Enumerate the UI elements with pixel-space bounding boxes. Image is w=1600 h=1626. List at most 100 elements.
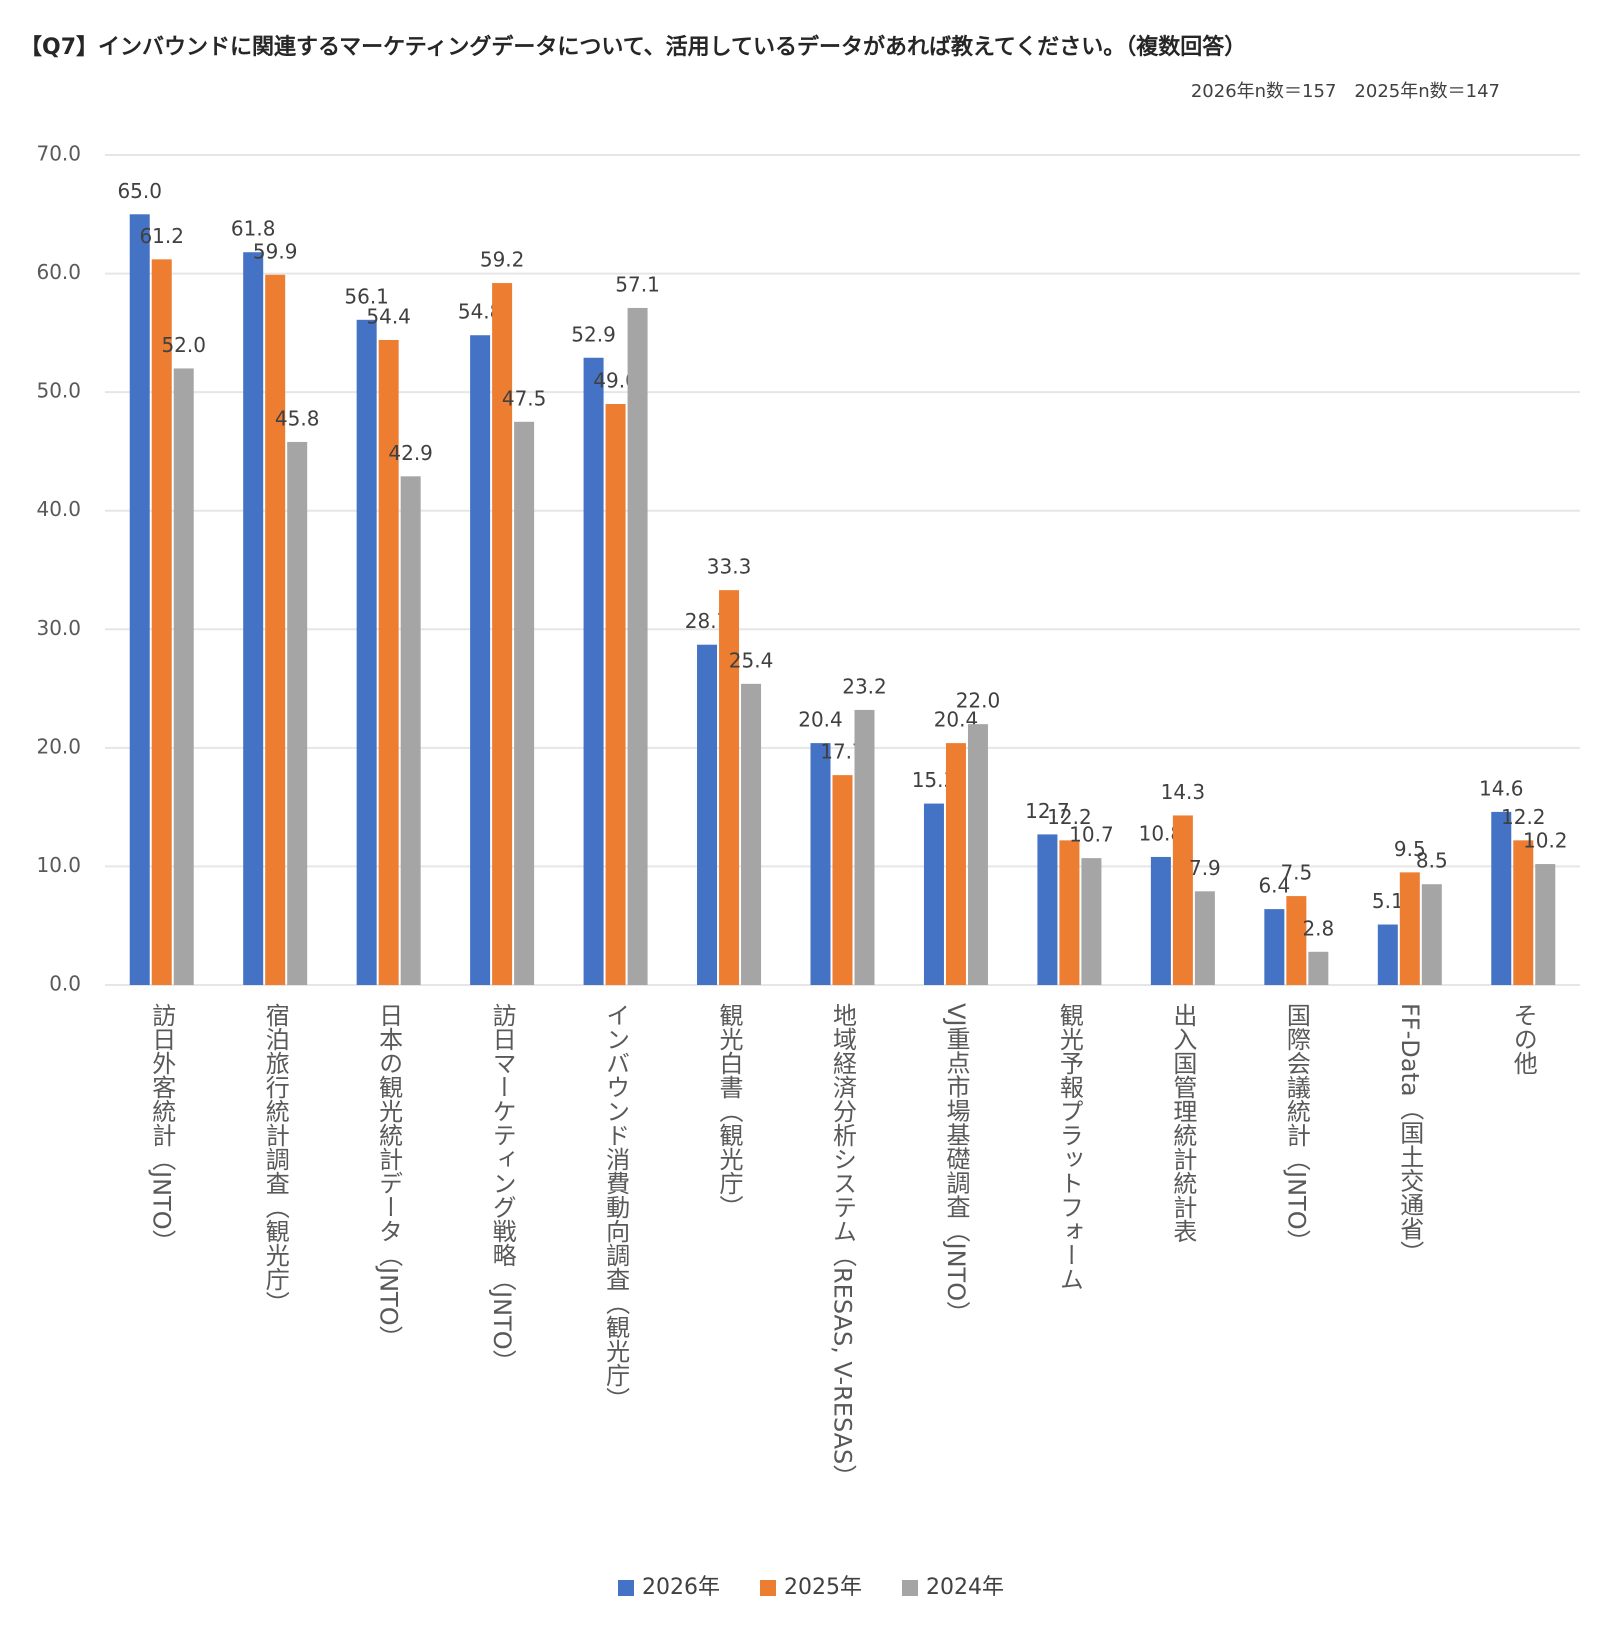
value-label: 56.1	[344, 284, 389, 308]
bar	[697, 644, 718, 985]
x-tick-label: その他	[1509, 1003, 1537, 1075]
x-tick-label: 国際会議統計（JNTO）	[1282, 1003, 1310, 1254]
y-tick-label: 50.0	[36, 379, 81, 403]
legend-swatch	[902, 1580, 918, 1596]
bar	[514, 421, 535, 985]
bar	[492, 283, 513, 985]
value-label: 42.9	[388, 441, 433, 465]
legend-label: 2024年	[926, 1575, 1004, 1600]
value-label: 57.1	[615, 272, 660, 296]
x-tick-label: 観光白書（観光庁）	[715, 1003, 743, 1219]
bar	[1194, 891, 1215, 985]
bar	[1513, 840, 1534, 985]
value-label: 45.8	[275, 406, 320, 430]
x-tick-label: 宿泊旅行統計調査（観光庁）	[261, 1003, 289, 1315]
value-label: 65.0	[117, 179, 162, 203]
chart-subtitle: 2026年n数＝157 2025年n数＝147	[1191, 81, 1500, 102]
bar	[627, 307, 648, 985]
value-label: 61.2	[139, 224, 184, 248]
value-label: 10.2	[1523, 829, 1568, 853]
bar	[1037, 834, 1058, 985]
legend-label: 2026年	[642, 1575, 720, 1600]
bar	[1172, 815, 1193, 985]
value-label: 52.0	[161, 333, 206, 357]
value-label: 61.8	[231, 217, 276, 241]
value-label: 8.5	[1416, 849, 1448, 873]
bar	[287, 441, 308, 985]
bar	[583, 357, 604, 985]
y-tick-label: 20.0	[36, 734, 81, 758]
x-tick-label: 訪日外客統計（JNTO）	[148, 1003, 176, 1254]
y-tick-label: 60.0	[36, 260, 81, 284]
value-label: 6.4	[1258, 874, 1290, 898]
value-label: 14.6	[1479, 776, 1524, 800]
value-label: 25.4	[729, 648, 774, 672]
value-label: 59.9	[253, 239, 298, 263]
bar	[1399, 872, 1420, 985]
bar	[1377, 924, 1398, 985]
bar	[173, 368, 194, 985]
value-label: 54.4	[366, 304, 411, 328]
value-label: 59.2	[480, 248, 525, 272]
value-label: 5.1	[1372, 889, 1404, 913]
bar	[741, 683, 762, 985]
value-label: 9.5	[1394, 837, 1426, 861]
bar	[1081, 858, 1102, 985]
value-label: 47.5	[502, 386, 547, 410]
legend-swatch	[618, 1580, 634, 1596]
legend-label: 2025年	[784, 1575, 862, 1600]
bar	[265, 274, 286, 985]
x-tick-label: VJ重点市場基礎調査（JNTO）	[942, 1003, 970, 1325]
bar	[1286, 896, 1307, 985]
bar	[470, 335, 491, 985]
x-tick-label: 訪日マーケティング戦略（JNTO）	[488, 1003, 516, 1374]
bar	[151, 259, 172, 985]
bar	[832, 775, 853, 985]
bar	[923, 803, 944, 985]
x-tick-label: 出入国管理統計統計表	[1169, 1003, 1197, 1243]
y-tick-label: 40.0	[36, 497, 81, 521]
bar	[1491, 811, 1512, 985]
value-label: 23.2	[842, 674, 887, 698]
bar	[719, 590, 740, 985]
bar	[400, 476, 421, 985]
y-tick-label: 70.0	[36, 142, 81, 166]
bar	[1264, 909, 1285, 985]
value-label: 12.2	[1047, 805, 1092, 829]
bar	[1421, 884, 1442, 985]
value-label: 7.9	[1189, 856, 1221, 880]
x-tick-label: 日本の観光統計データ（JNTO）	[375, 1003, 403, 1350]
value-label: 2.8	[1302, 916, 1334, 940]
bar	[945, 743, 966, 985]
bar	[129, 214, 150, 986]
x-tick-label: 地域経済分析システム（RESAS, V-RESAS）	[829, 1003, 857, 1488]
bar	[854, 709, 875, 985]
bar	[378, 339, 399, 985]
value-label: 7.5	[1280, 861, 1312, 885]
bar	[967, 724, 988, 985]
x-tick-label: インバウンド消費動向調査（観光庁）	[602, 1003, 630, 1411]
value-label: 10.7	[1069, 823, 1114, 847]
bar	[1150, 856, 1171, 985]
legend-swatch	[760, 1580, 776, 1596]
bar	[1059, 840, 1080, 985]
x-tick-label: 観光予報プラットフォーム	[1055, 1003, 1083, 1291]
value-label: 22.0	[956, 689, 1001, 713]
y-tick-label: 30.0	[36, 616, 81, 640]
bar	[1308, 951, 1329, 985]
value-label: 14.3	[1161, 780, 1206, 804]
bar	[1535, 864, 1556, 985]
bar	[243, 252, 264, 985]
bar	[810, 743, 831, 985]
x-tick-label: FF-Data（国土交通省）	[1396, 1003, 1424, 1265]
value-label: 33.3	[707, 555, 752, 579]
bar	[605, 404, 626, 985]
bar	[356, 319, 377, 985]
chart-title: 【Q7】インバウンドに関連するマーケティングデータについて、活用しているデータが…	[20, 34, 1246, 60]
y-tick-label: 10.0	[36, 853, 81, 877]
y-tick-label: 0.0	[49, 972, 81, 996]
value-label: 12.7	[1025, 799, 1070, 823]
value-label: 20.4	[798, 708, 843, 732]
value-label: 52.9	[571, 322, 616, 346]
